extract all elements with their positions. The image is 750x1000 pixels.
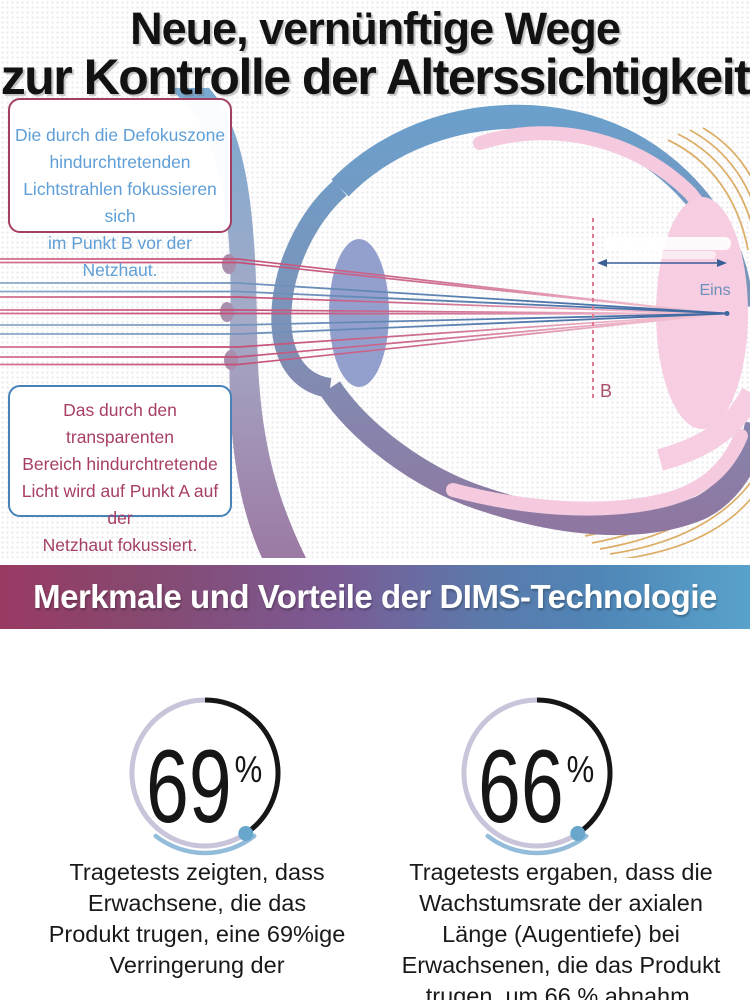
- distance-label: Eins: [699, 282, 730, 299]
- donut-swoosh: [153, 833, 257, 856]
- donut-track-lavender: [129, 697, 248, 849]
- callout-line: hindurchtretenden: [49, 152, 191, 172]
- stat-line: Produkt trugen, eine 69%ige: [48, 921, 346, 947]
- distance-arrow: [597, 259, 727, 267]
- callout-line: Lichtstrahlen fokussieren sich: [23, 179, 217, 226]
- cornea: [271, 180, 347, 398]
- callout-line: Bereich hindurchtretende: [22, 454, 218, 474]
- eye-sclera-lower: [320, 381, 750, 536]
- stat-number: 66: [477, 729, 564, 845]
- highlight-streak: [603, 237, 731, 250]
- light-rays-red: [0, 258, 722, 366]
- stat-line: Länge (Augentiefe) bei: [442, 921, 680, 947]
- callout-defocus-zone: Die durch die Defokuszone hindurchtreten…: [8, 98, 232, 280]
- spectacle-lens: [168, 88, 306, 558]
- light-rays-blue: [0, 282, 729, 335]
- stat-line: Wachstumsrate der axialen: [419, 890, 703, 916]
- hero-section: Neue, vernünftige Wege zur Kontrolle der…: [0, 0, 750, 558]
- defocus-segment-icon: [220, 302, 234, 322]
- stat-description-69: Tragetests zeigten, dass Erwachsene, die…: [8, 857, 386, 981]
- donut-chart-66: [461, 697, 613, 856]
- callout-line: Die durch die Defokuszone: [14, 125, 226, 145]
- page-title: Neue, vernünftige Wege zur Kontrolle der…: [0, 0, 750, 103]
- donut-track-lavender: [461, 697, 580, 849]
- stats-section: 69% Tragetests zeigten, dass Erwachsene,…: [0, 629, 750, 1000]
- stat-line: Verringerung der: [109, 952, 285, 978]
- callout-line: Licht wird auf Punkt A auf der: [21, 481, 219, 528]
- focus-point-a: [724, 311, 730, 316]
- stat-line: Erwachsene, die das: [87, 890, 307, 916]
- stat-line: Erwachsenen, die das Produkt: [401, 952, 721, 978]
- stat-description-66: Tragetests ergaben, dass die Wachstumsra…: [372, 857, 750, 1000]
- percent-sign: %: [235, 749, 263, 790]
- callout-line: Das durch den transparenten: [63, 400, 177, 447]
- stat-line: Tragetests zeigten, dass: [69, 859, 325, 885]
- donut-chart-69: [129, 697, 281, 856]
- page-title-line2: zur Kontrolle der Alterssichtigkeit: [0, 48, 750, 105]
- donut-marker-dot: [238, 826, 254, 841]
- stat-value-66: 66%: [442, 729, 632, 845]
- stat-value-69: 69%: [110, 729, 300, 845]
- donut-swoosh: [485, 833, 589, 856]
- highlight-streak: [618, 251, 716, 259]
- callout-transparent-zone: Das durch den transparenten Bereich hind…: [8, 385, 232, 555]
- donut-arc-black: [536, 697, 613, 836]
- stat-number: 69: [145, 729, 232, 845]
- callout-line: Netzhaut fokussiert.: [42, 535, 198, 555]
- page-title-line1: Neue, vernünftige Wege: [130, 3, 621, 54]
- stat-line: trugen, um 66 % abnahm.: [425, 983, 697, 1000]
- stat-line: Tragetests ergaben, dass die: [409, 859, 713, 885]
- eye-fibers-top: [667, 127, 750, 251]
- donut-arc-black: [204, 697, 281, 836]
- percent-sign: %: [567, 749, 595, 790]
- retina-pink-bottom: [446, 429, 748, 516]
- donut-marker-dot: [570, 826, 586, 841]
- focus-point-b-label: B: [600, 381, 612, 401]
- eye-diagram: B Eins: [0, 88, 750, 558]
- banner-title: Merkmale und Vorteile der DIMS-Technolog…: [33, 578, 717, 615]
- section-banner: Merkmale und Vorteile der DIMS-Technolog…: [0, 565, 750, 629]
- defocus-segment-icon: [224, 350, 238, 370]
- callout-line: im Punkt B vor der Netzhaut.: [48, 233, 192, 280]
- optic-nerve-pink: [657, 387, 750, 471]
